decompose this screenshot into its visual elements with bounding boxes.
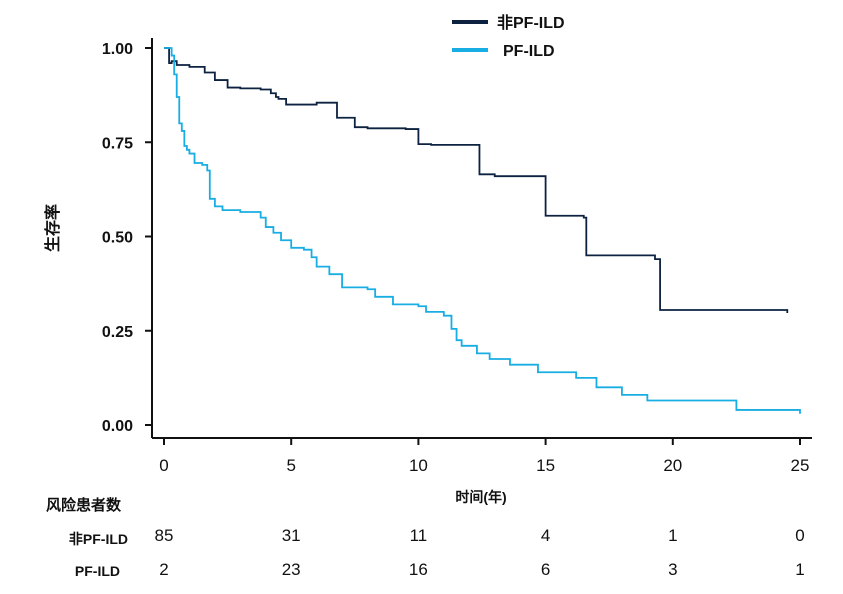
risk-row-label-non-pf-ild: 非PF-ILD [68,531,128,547]
y-tick-label: 0.50 [102,230,133,247]
x-tick-label: 5 [286,456,295,475]
legend-label-series-1: PF-ILD [503,43,555,60]
risk-count-cell: 1 [795,560,805,579]
risk-count-cell: 3 [668,560,678,579]
x-tick-label: 10 [409,456,428,475]
y-tick-label: 0.25 [102,324,133,341]
risk-count-cell: 2 [159,560,169,579]
y-tick-label: 0.00 [102,418,133,435]
risk-count-cell: 85 [154,526,174,545]
risk-count-cell: 31 [281,526,301,545]
risk-count-cell: 16 [408,560,428,579]
x-tick-group: 0 5 10 15 20 25 [159,438,809,475]
legend: 非PF-ILD PF-ILD [452,13,565,60]
legend-label-series-0: 非PF-ILD [497,13,565,32]
x-axis-label: 时间(年) [455,489,506,505]
risk-count-cell: 4 [540,526,551,545]
risk-count-cell: 1 [668,526,678,545]
x-tick-label: 0 [159,456,168,475]
x-tick-label: 15 [536,456,555,475]
y-tick-label: 1.00 [102,41,133,58]
risk-count-cell: 23 [281,560,301,579]
risk-row-label-pf-ild: PF-ILD [74,563,120,579]
series-line-1 [164,47,801,414]
series-line-0 [164,47,789,314]
y-axis-label: 生存率 [43,204,62,252]
chart-axes: 1.00 0.75 0.50 0.25 0.00 0 5 10 15 20 25 [102,38,812,475]
risk-count-cell: 6 [540,560,551,579]
x-tick-label: 20 [663,456,682,475]
risk-table-title: 风险患者数 [46,497,122,514]
y-tick-label: 0.75 [102,135,133,152]
risk-count-cell: 0 [795,526,805,545]
risk-count-cell: 11 [409,526,428,545]
x-tick-label: 25 [791,456,810,475]
survival-curves [164,47,801,414]
y-tick-group: 1.00 0.75 0.50 0.25 0.00 [102,41,152,435]
